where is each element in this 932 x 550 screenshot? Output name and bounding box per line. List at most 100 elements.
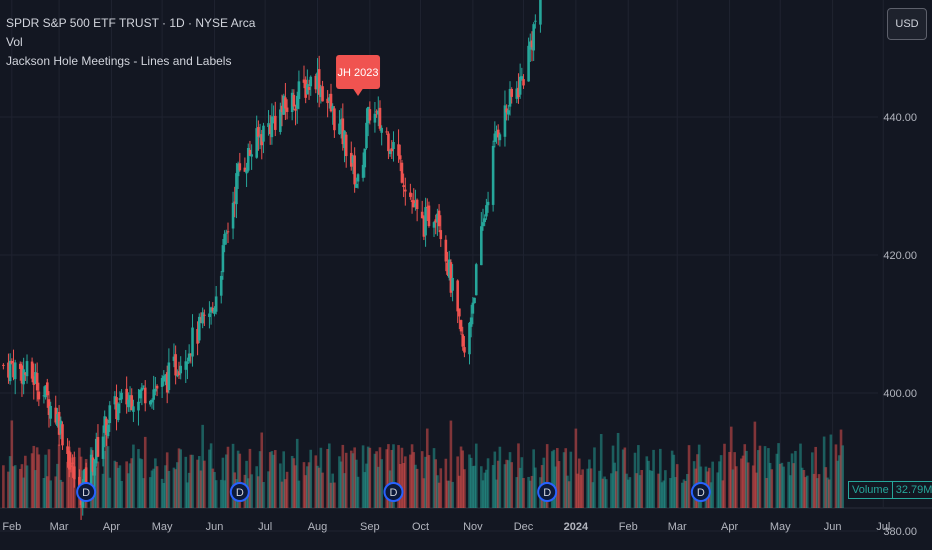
volume-bar [196,459,199,508]
volume-bar [329,482,333,508]
candle-body [235,173,238,205]
candle-body [437,210,441,227]
volume-bar [331,473,334,508]
candle-body [309,76,313,87]
candle-body [59,420,63,434]
volume-bar [96,461,100,508]
volume-bar [380,459,383,508]
indicator-jh-label[interactable]: Jackson Hole Meetings - Lines and Labels [6,54,232,68]
volume-bar [57,444,61,508]
dividend-letter: D [236,487,244,499]
symbol-title[interactable]: SPDR S&P 500 ETF TRUST · 1D · NYSE Arca [6,16,256,30]
dividend-ring [537,482,558,502]
candle-body [534,20,537,22]
volume-bar [804,477,807,508]
volume-bar [579,474,583,508]
candle-body [380,127,383,133]
candle-body [388,151,392,154]
candle-body [397,144,400,156]
grid-layer [0,0,932,532]
volume-bar [621,449,625,508]
dividend-marker[interactable]: D [76,482,97,502]
volume-bar [355,459,358,508]
volume-bar [187,472,191,508]
dividend-letter: D [390,487,398,499]
volume-bar [353,447,356,508]
volume-bar [577,458,581,508]
volume-bar [106,446,110,508]
y-axis[interactable]: 380.00400.00420.00440.00460.00480.00500.… [883,0,917,538]
x-tick-label: Oct [412,521,429,533]
candle-body [522,79,525,86]
volume-bar [179,449,183,508]
dividend-marker[interactable]: D [229,482,250,502]
volume-bar [491,465,495,508]
volume-bar [236,450,240,508]
volume-bar [116,467,120,508]
volume-bar [648,470,652,508]
volume-bar [219,479,223,508]
volume-bar [822,436,826,508]
candle-body [280,105,284,113]
candle-body [258,136,262,138]
volume-bar [751,465,755,508]
volume-bar [510,462,514,508]
volume-bar [530,475,534,508]
volume-bar [719,455,723,508]
volume-bar [189,454,193,508]
candle-body [425,206,429,208]
volume-bar [368,447,372,508]
candle-body [30,361,34,379]
volume-bar [223,480,226,508]
volume-bar [527,476,530,508]
volume-bar [7,471,10,508]
dividend-letter: D [543,487,551,499]
volume-bar [458,475,461,508]
candle-body [473,297,476,304]
volume-bar [745,450,748,508]
volume-bar [692,461,696,508]
volume-bar [292,458,296,508]
candle-body [208,313,211,317]
volume-bar [290,455,294,508]
volume-bar [613,462,617,508]
volume-bar [517,443,520,508]
volume-bar [604,479,608,508]
volume-bar [838,455,841,508]
candle-body [12,364,15,378]
volume-bar [338,456,341,508]
candle-body [248,149,252,156]
volume-bar [174,469,177,508]
volume-bar [550,451,554,508]
dividend-marker[interactable]: D [690,482,711,502]
volume-bar [716,472,720,508]
volume-bar [439,468,443,508]
x-axis[interactable]: Feb Mar Apr May Jun Jul Aug Sep Oct Nov Dec 2024 Feb… [2,521,890,533]
volume-bar [56,463,59,508]
candle-body [10,360,14,364]
dividend-marker[interactable]: D [537,482,558,502]
volume-bar [197,456,201,508]
currency-button[interactable]: USD [887,8,927,40]
volume-bar [495,479,498,508]
x-tick-label: Dec [514,521,534,533]
dividend-marker[interactable]: D [383,482,404,502]
volume-bar [735,466,738,508]
candle-body [137,401,140,411]
candle-body [456,280,459,312]
candle-body [515,88,519,99]
x-tick-label: Feb [2,521,21,533]
x-tick-label: Sep [360,521,380,533]
volume-bar [610,473,613,508]
candle-body [184,361,188,370]
volume-bar [599,434,603,508]
candle-body [260,134,264,146]
candle-body [165,372,169,393]
volume-bar [142,478,145,508]
volume-bar [12,466,15,508]
volume-bar [30,453,34,508]
indicator-vol-label[interactable]: Vol [6,35,23,49]
volume-bar [787,461,790,508]
